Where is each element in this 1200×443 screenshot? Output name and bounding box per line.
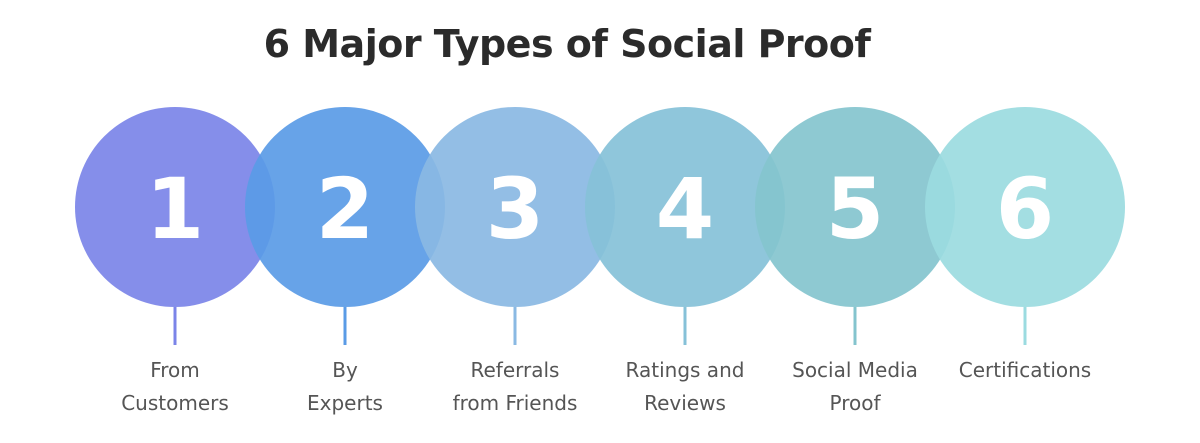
number-6: 6 <box>996 160 1054 258</box>
label-line: Reviews <box>644 391 726 415</box>
label-line: Proof <box>829 391 881 415</box>
label-5: Social Media Proof <box>770 354 940 420</box>
label-line: Ratings and <box>625 358 745 382</box>
label-line: By <box>332 358 358 382</box>
label-line: from Friends <box>452 391 578 415</box>
circle-1 <box>75 107 275 307</box>
circle-5 <box>755 107 955 307</box>
number-5: 5 <box>826 160 884 258</box>
label-line: Social Media <box>792 358 918 382</box>
label-3: Referrals from Friends <box>430 354 600 420</box>
label-2: By Experts <box>260 354 430 420</box>
circle-2 <box>245 107 445 307</box>
label-line: Certifications <box>958 358 1092 382</box>
circle-6 <box>925 107 1125 307</box>
number-2: 2 <box>316 160 374 258</box>
label-line: From <box>150 358 200 382</box>
number-4: 4 <box>656 160 714 258</box>
label-1: From Customers <box>90 354 260 420</box>
number-3: 3 <box>486 160 544 258</box>
label-6: Certifications <box>940 354 1110 387</box>
label-line: Experts <box>307 391 383 415</box>
label-line: Referrals <box>470 358 560 382</box>
diagram-title: 6 Major Types of Social Proof <box>263 22 871 66</box>
circle-4 <box>585 107 785 307</box>
label-line: Customers <box>121 391 229 415</box>
circle-3 <box>415 107 615 307</box>
number-1: 1 <box>146 160 204 258</box>
label-4: Ratings and Reviews <box>600 354 770 420</box>
